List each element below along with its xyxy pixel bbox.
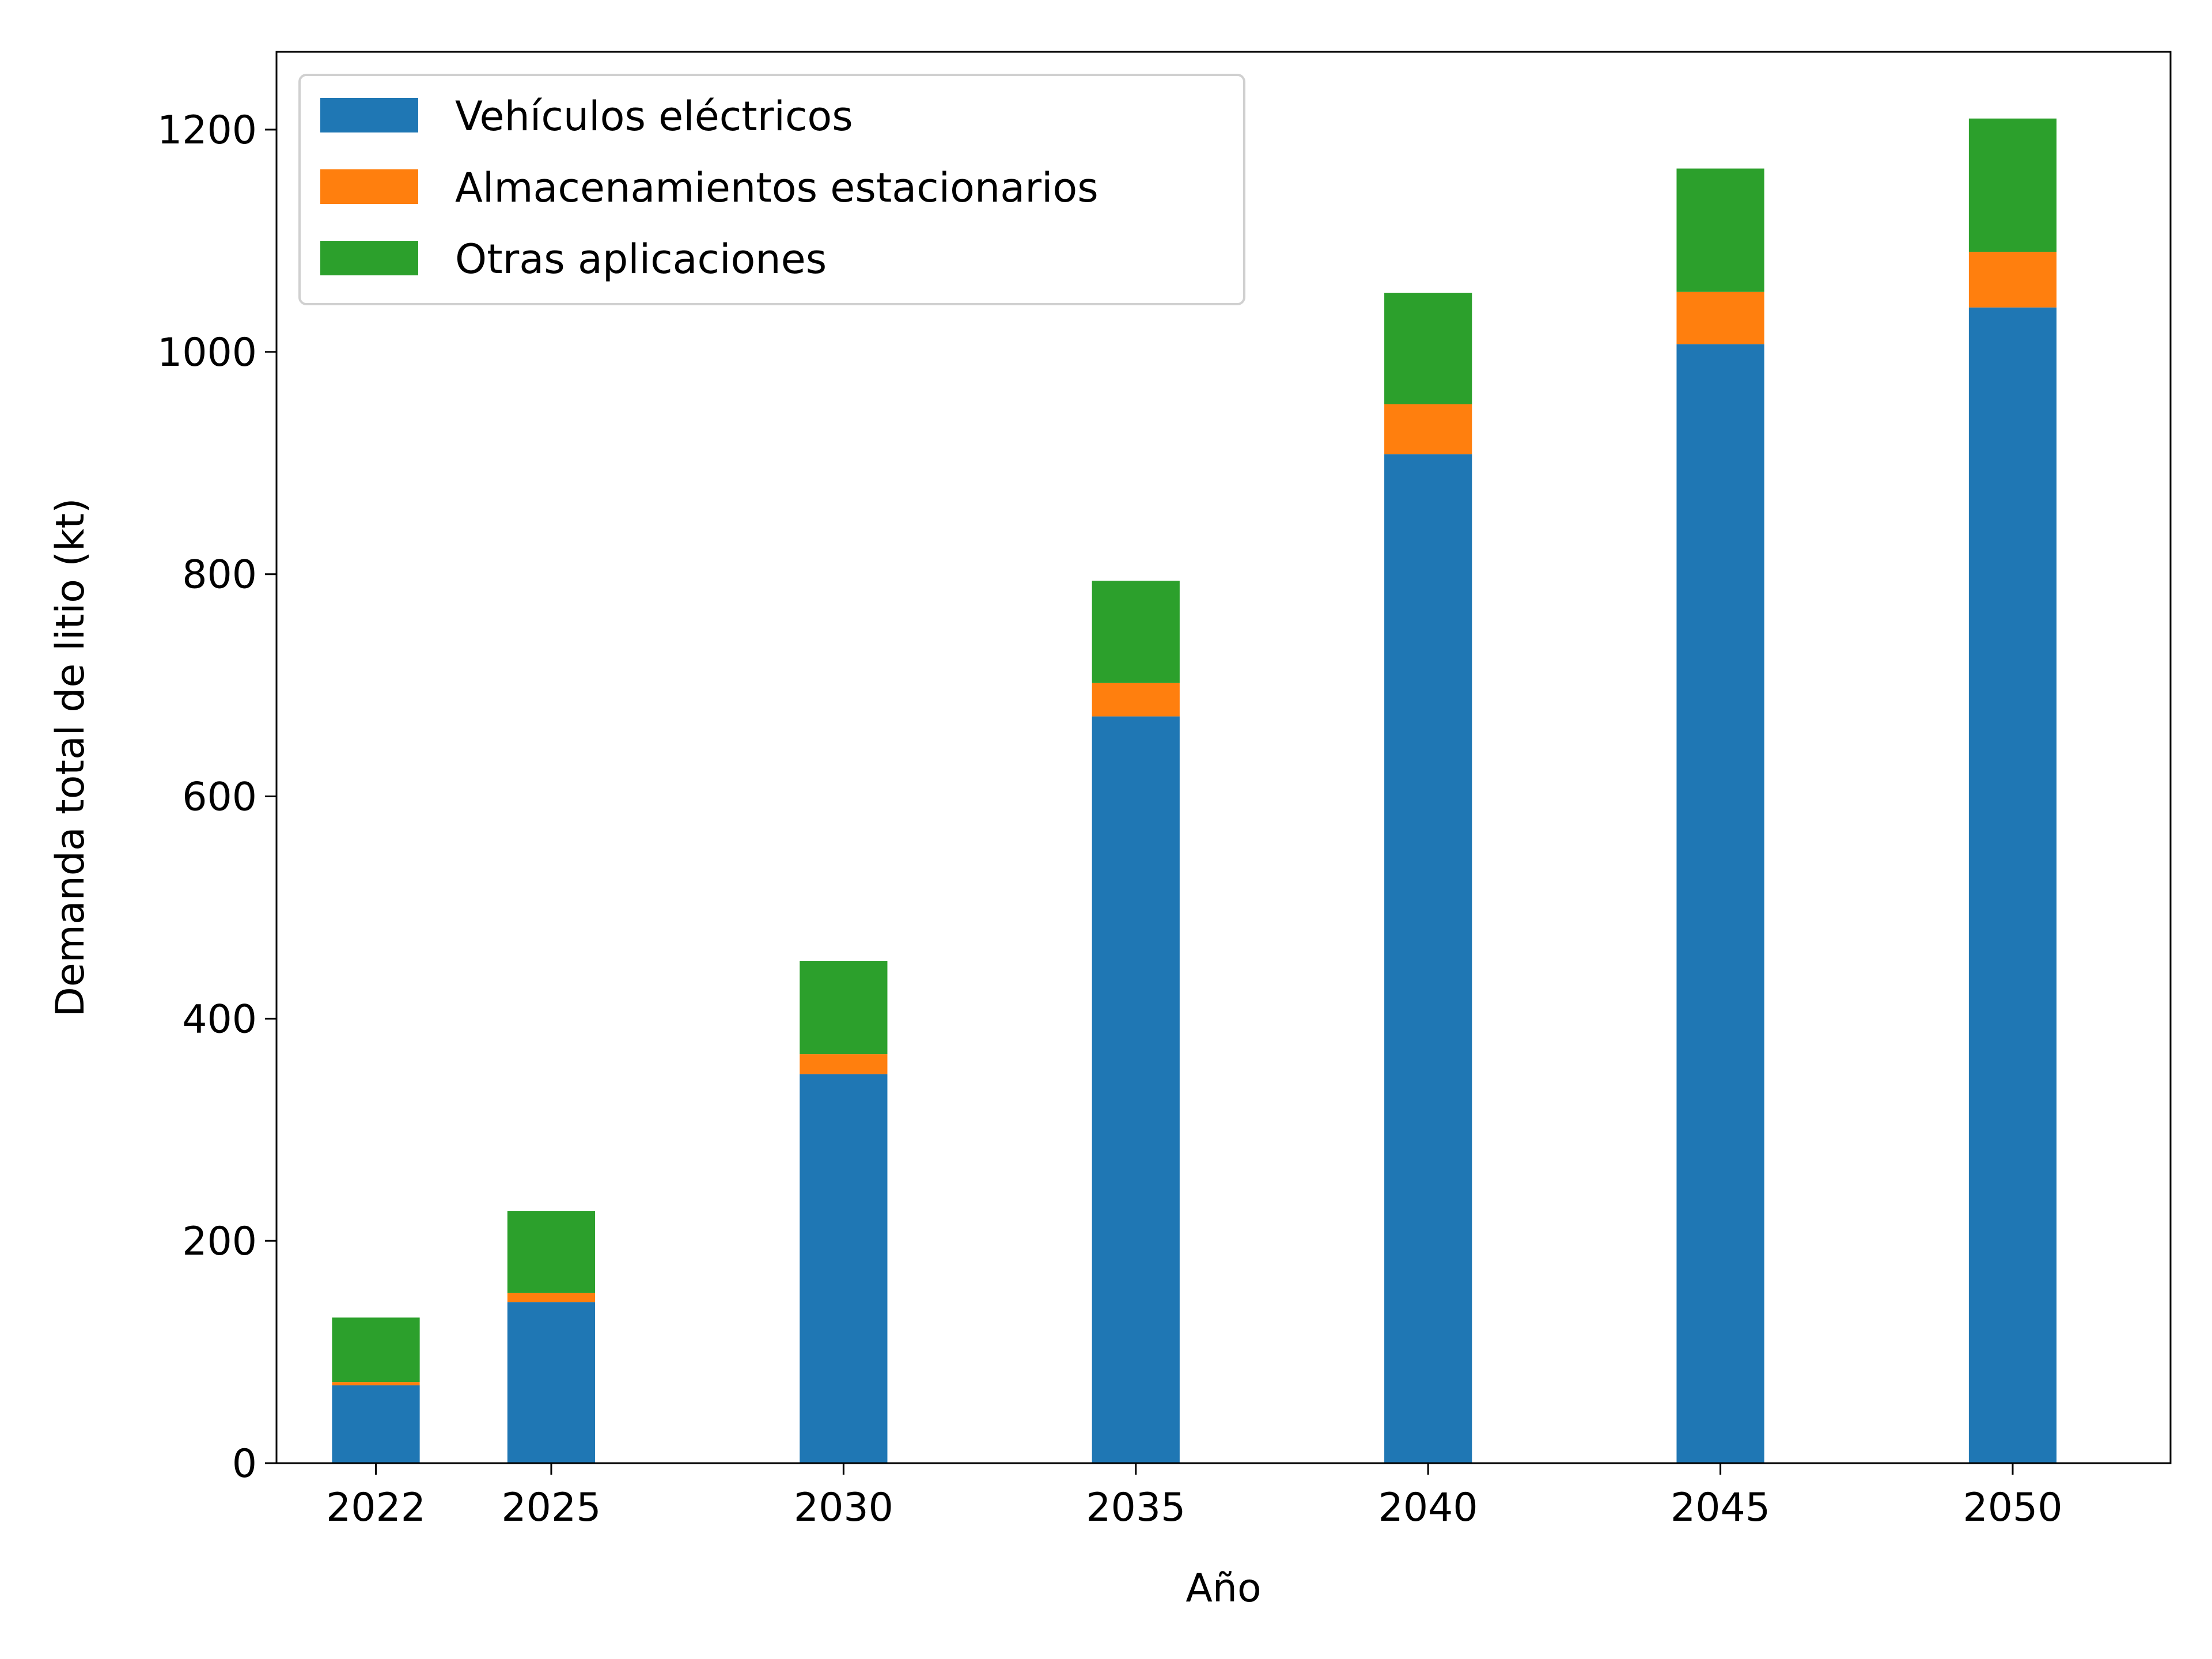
legend-swatch <box>320 241 418 275</box>
y-tick-label: 800 <box>182 552 257 598</box>
x-axis-label: Año <box>1185 1566 1261 1611</box>
plot-frame <box>275 51 2172 1464</box>
bar-2040-series-2 <box>1384 293 1472 404</box>
y-axis-label: Demanda total de litio (kt) <box>48 498 93 1017</box>
y-tick-label: 600 <box>182 775 257 820</box>
x-tick-label: 2040 <box>1378 1485 1478 1531</box>
bar-2022-series-1 <box>332 1382 420 1385</box>
bar-2025-series-2 <box>507 1211 596 1293</box>
x-tick-label: 2025 <box>501 1485 601 1531</box>
bar-2045-series-1 <box>1676 291 1764 344</box>
bar-2050-series-1 <box>1968 252 2057 308</box>
y-tick-label: 1200 <box>157 108 257 153</box>
legend-swatch <box>320 98 418 132</box>
bar-2035-series-2 <box>1092 581 1180 683</box>
x-tick-label: 2045 <box>1671 1485 1770 1531</box>
y-tick-label: 0 <box>232 1441 257 1487</box>
bar-2035-series-0 <box>1092 716 1180 1463</box>
legend-entry-label: Vehículos eléctricos <box>455 93 853 140</box>
bar-2025-series-1 <box>507 1293 596 1302</box>
x-tick-label: 2035 <box>1086 1485 1185 1531</box>
bar-2035-series-1 <box>1092 683 1180 717</box>
bar-2050-series-2 <box>1968 118 2057 252</box>
legend-swatch <box>320 169 418 204</box>
y-tick-label: 1000 <box>157 330 257 376</box>
bar-2030-series-2 <box>800 961 888 1055</box>
y-tick-label: 200 <box>182 1219 257 1264</box>
bar-2050-series-0 <box>1968 307 2057 1463</box>
legend-box <box>298 74 1245 305</box>
x-tick-label: 2030 <box>794 1485 893 1531</box>
legend-entry-label: Almacenamientos estacionarios <box>455 164 1099 211</box>
bars-group <box>332 118 2057 1463</box>
legend-entry-label: Otras aplicaciones <box>455 236 827 283</box>
x-tick-label: 2022 <box>326 1485 426 1531</box>
y-axis: 0 200 400 600 800 1000 1200 <box>157 108 276 1487</box>
bar-2045-series-2 <box>1676 168 1764 292</box>
legend: Vehículos eléctricos Almacenamientos esta… <box>298 74 1245 305</box>
bar-2022-series-0 <box>332 1385 420 1463</box>
x-axis: 2022 2025 2030 2035 2040 2045 2050 <box>326 1463 2063 1531</box>
bar-2040-series-0 <box>1384 454 1472 1463</box>
y-tick-label: 400 <box>182 997 257 1042</box>
bar-2040-series-1 <box>1384 404 1472 454</box>
bar-2025-series-0 <box>507 1302 596 1463</box>
bar-2030-series-0 <box>800 1074 888 1463</box>
bar-2045-series-0 <box>1676 344 1764 1463</box>
x-tick-label: 2050 <box>1963 1485 2062 1531</box>
bar-2022-series-2 <box>332 1317 420 1382</box>
bar-2030-series-1 <box>800 1054 888 1074</box>
